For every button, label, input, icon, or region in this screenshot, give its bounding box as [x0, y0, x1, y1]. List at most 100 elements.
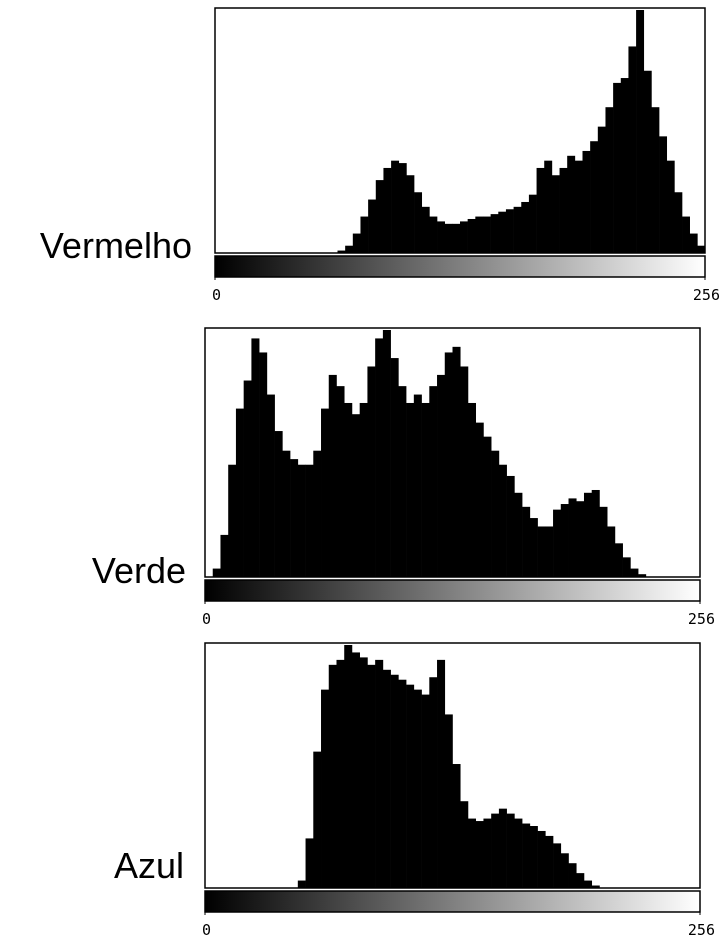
bar [576, 873, 585, 888]
bar [398, 163, 407, 253]
bar [666, 160, 675, 253]
bar [460, 221, 468, 253]
bar [659, 136, 668, 253]
bar [560, 504, 569, 577]
bar [597, 126, 606, 253]
channel-label: Vermelho [40, 225, 192, 266]
bar [475, 216, 484, 253]
bar [490, 214, 499, 253]
gradient-bar [204, 579, 701, 602]
bar [375, 659, 384, 888]
bar [321, 408, 330, 577]
bar [235, 408, 244, 577]
bar [437, 221, 445, 253]
bar [297, 880, 306, 888]
bar [360, 216, 369, 253]
bar [398, 386, 407, 577]
gradient-bar [214, 255, 706, 278]
bar [429, 386, 438, 577]
bar [613, 82, 622, 254]
bar [607, 526, 616, 577]
bar [567, 155, 576, 253]
bar [406, 175, 415, 253]
channel-label: Verde [92, 550, 186, 591]
bar [568, 498, 577, 577]
bar [421, 206, 430, 253]
bar [406, 402, 415, 577]
bar [444, 714, 453, 888]
bar [590, 141, 599, 253]
bar [328, 664, 337, 888]
bar [305, 838, 314, 888]
bar [576, 501, 585, 577]
bar [545, 835, 554, 888]
bar [336, 386, 345, 577]
bar [243, 380, 252, 577]
bar [391, 160, 400, 253]
bar [282, 450, 291, 577]
bar [682, 216, 690, 253]
bar [351, 414, 360, 577]
bar [513, 206, 522, 253]
bar [636, 10, 645, 253]
bar [452, 223, 461, 253]
bar [429, 677, 438, 888]
bar [560, 853, 569, 888]
bar [274, 431, 283, 577]
bar [368, 199, 377, 253]
bar [452, 346, 461, 577]
bar [483, 818, 492, 888]
bar [259, 352, 268, 577]
bar [514, 818, 523, 888]
bar [614, 543, 623, 577]
bar [382, 330, 391, 577]
bar [321, 689, 330, 888]
bar [344, 645, 353, 888]
bar [251, 338, 260, 577]
bar [305, 464, 314, 577]
bar [536, 167, 545, 253]
bar [429, 216, 438, 253]
bar [544, 160, 553, 253]
bar [359, 657, 368, 888]
bar [537, 526, 546, 577]
bar [529, 518, 538, 577]
bar [421, 694, 430, 888]
bar [674, 192, 683, 253]
x-tick-label: 256 [693, 286, 720, 304]
x-tick-label: 0 [202, 610, 211, 628]
bar [413, 689, 422, 888]
bar [290, 459, 299, 577]
bar [337, 250, 346, 253]
bar [375, 338, 384, 577]
bar [398, 679, 407, 888]
bar [367, 664, 376, 888]
bar [498, 808, 507, 888]
bar [344, 402, 353, 577]
bar [467, 218, 476, 253]
bar [506, 475, 515, 577]
bar [421, 402, 430, 577]
bar [528, 194, 537, 253]
bar [328, 374, 337, 577]
bar [491, 450, 500, 577]
bar [505, 209, 514, 253]
bar [482, 216, 491, 253]
bar [599, 506, 608, 577]
bar [313, 751, 322, 888]
bar [390, 674, 399, 888]
bar [313, 450, 322, 577]
bar [620, 78, 629, 253]
bar [228, 464, 237, 577]
x-tick-label: 256 [688, 921, 715, 938]
bar [591, 885, 600, 888]
bar [583, 492, 593, 577]
bar [336, 659, 345, 888]
x-tick-label: 0 [212, 286, 221, 304]
bar [622, 557, 631, 577]
bar [498, 464, 507, 577]
bar [406, 684, 415, 888]
bar [452, 764, 461, 888]
bar [266, 394, 275, 577]
